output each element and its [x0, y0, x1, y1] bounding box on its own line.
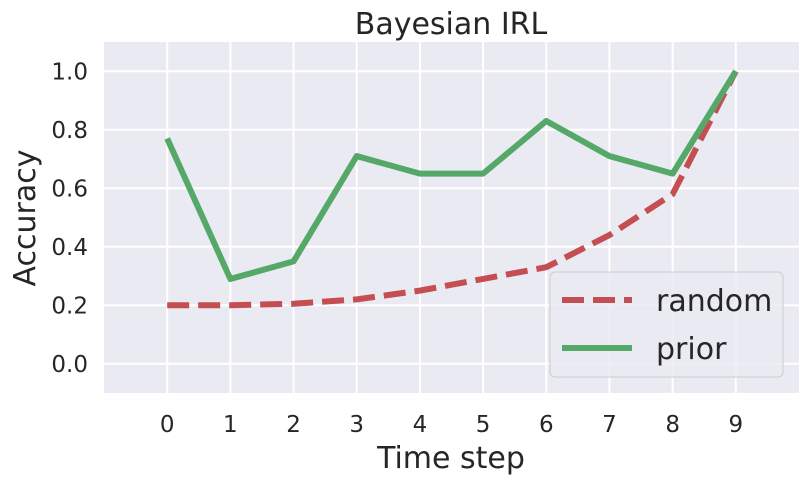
- x-tick-label: 9: [728, 412, 743, 438]
- y-axis-ticks: 0.0 0.2 0.4 0.6 0.8 1.0: [51, 59, 88, 378]
- x-axis-ticks: 0 1 2 3 4 5 6 7 8 9: [160, 412, 743, 438]
- series-line-random: [167, 69, 739, 309]
- x-tick-label: 6: [539, 412, 554, 438]
- x-tick-label: 7: [602, 412, 617, 438]
- legend-label-random: random: [656, 284, 772, 319]
- x-tick-label: 1: [223, 412, 238, 438]
- y-tick-label: 1.0: [51, 59, 88, 85]
- x-tick-label: 2: [286, 412, 301, 438]
- chart-title: Bayesian IRL: [355, 7, 548, 42]
- series-layer: [164, 69, 739, 309]
- y-tick-label: 0.6: [51, 176, 88, 202]
- x-tick-label: 8: [665, 412, 680, 438]
- y-axis-label: Accuracy: [8, 150, 43, 287]
- x-tick-label: 3: [349, 412, 364, 438]
- x-tick-label: 4: [413, 412, 428, 438]
- legend-label-prior: prior: [656, 332, 727, 367]
- legend: random prior: [549, 271, 784, 378]
- y-tick-label: 0.8: [51, 118, 88, 144]
- x-tick-label: 0: [160, 412, 175, 438]
- series-line-prior: [164, 69, 739, 282]
- y-tick-label: 0.4: [51, 235, 88, 261]
- x-tick-label: 5: [476, 412, 491, 438]
- y-tick-label: 0.0: [51, 352, 88, 378]
- y-tick-label: 0.2: [51, 293, 88, 319]
- x-axis-label: Time step: [376, 441, 525, 476]
